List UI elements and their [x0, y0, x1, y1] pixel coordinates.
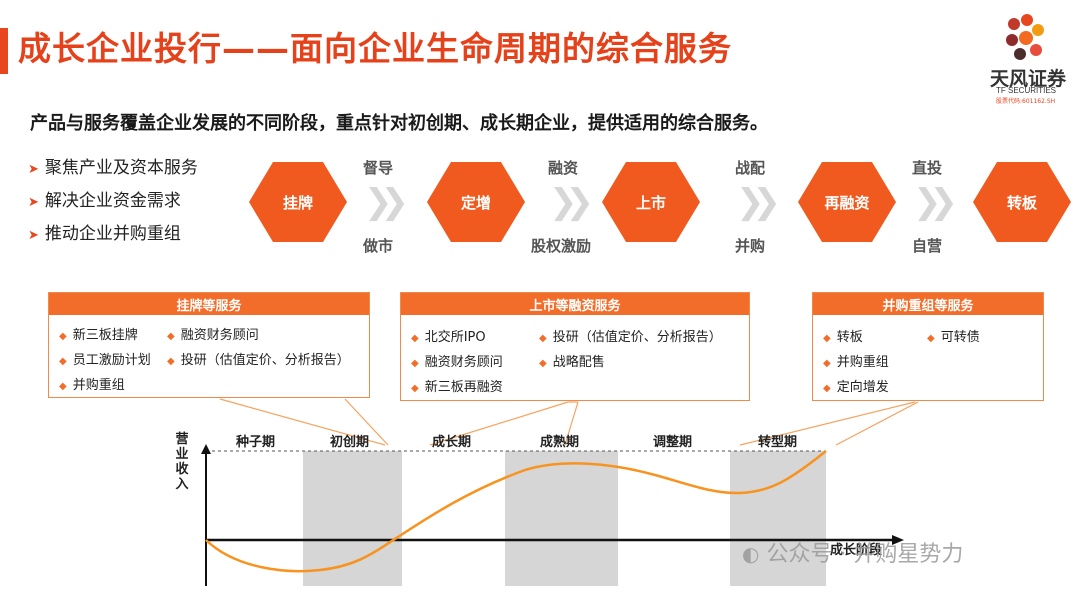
- service-box-ipo: 上市等融资服务 ◆ 北交所IPO ◆ 投研（估值定价、分析报告） ◆ 融资财务顾问 ◆…: [400, 292, 750, 401]
- service-item: ◆ 融资财务顾问: [167, 328, 259, 343]
- service-item: ◆ 并购重组: [59, 378, 125, 393]
- subtitle: 产品与服务覆盖企业发展的不同阶段，重点针对初创期、成长期企业，提供适用的综合服务…: [30, 113, 768, 134]
- diamond-bullet-icon: ◆: [927, 333, 935, 344]
- service-item: ◆ 转板: [823, 330, 863, 345]
- connector-line: [429, 401, 569, 446]
- transition-bottom-label: 做市: [363, 237, 394, 255]
- title-accent-bar: [0, 28, 8, 74]
- watermark-text: 公众号 · 并购星势力: [766, 542, 964, 567]
- service-item: ◆ 战略配售: [539, 355, 605, 370]
- x-axis-arrow-icon: [892, 535, 904, 545]
- service-item: ◆ 可转债: [927, 330, 980, 345]
- transition-top-label: 战配: [735, 159, 766, 177]
- service-item: ◆ 投研（估值定价、分析报告）: [167, 353, 350, 368]
- diamond-bullet-icon: ◆: [59, 381, 67, 392]
- service-item: ◆ 员工激励计划: [59, 353, 151, 368]
- step-hexagon: 定增: [426, 161, 526, 243]
- diamond-bullet-icon: ◆: [167, 356, 175, 367]
- transition-top-label: 融资: [548, 159, 579, 177]
- step-label: 上市: [635, 193, 666, 212]
- stage-label: 调整期: [653, 435, 693, 450]
- bullet-item: ➤ 推动企业并购重组: [28, 219, 181, 244]
- step-label: 再融资: [824, 193, 870, 212]
- stage-band-shade: [303, 451, 402, 586]
- logo-stock-code: 股票代码:601162.SH: [996, 98, 1056, 105]
- diamond-bullet-icon: ◆: [411, 383, 419, 394]
- stage-label: 初创期: [330, 435, 370, 450]
- arrow-bullet-icon: ➤: [28, 228, 39, 243]
- service-item: ◆ 北交所IPO: [411, 330, 486, 345]
- step-hexagon: 挂牌: [248, 161, 348, 243]
- service-item: ◆ 并购重组: [823, 355, 889, 370]
- stage-label: 成长期: [432, 435, 472, 450]
- diamond-bullet-icon: ◆: [539, 333, 547, 344]
- service-box-title: 挂牌等服务: [49, 293, 369, 315]
- service-item: ◆ 融资财务顾问: [411, 355, 503, 370]
- y-axis-arrow-icon: [201, 444, 211, 454]
- stage-band-shade: [505, 451, 618, 586]
- diamond-bullet-icon: ◆: [823, 333, 831, 344]
- page-title: 成长企业投行——面向企业生命周期的综合服务: [18, 29, 732, 68]
- service-box-mna: 并购重组等服务 ◆ 转板 ◆ 可转债 ◆ 并购重组 ◆ 定向增发: [812, 292, 1044, 401]
- service-box-title: 上市等融资服务: [401, 293, 749, 315]
- logo-english-name: TF SECURITIES: [996, 86, 1057, 95]
- bullet-text: 聚焦产业及资本服务: [44, 158, 198, 178]
- service-item: ◆ 新三板再融资: [411, 380, 503, 395]
- logo-name: 天风证券: [990, 68, 1067, 90]
- transition-bottom-label: 股权激励: [531, 237, 592, 255]
- diamond-bullet-icon: ◆: [539, 358, 547, 369]
- x-axis-label: 成长阶段: [830, 543, 883, 558]
- transition-top-label: 督导: [363, 159, 394, 177]
- service-item: ◆ 定向增发: [823, 380, 889, 395]
- stage-label: 成熟期: [540, 435, 580, 450]
- transition-bottom-label: 自营: [912, 237, 943, 255]
- step-label: 转板: [1006, 193, 1037, 212]
- step-label: 定增: [460, 193, 491, 212]
- step-hexagon: 再融资: [797, 161, 897, 243]
- bullet-text: 解决企业资金需求: [44, 191, 181, 211]
- logo: [1000, 12, 1048, 62]
- service-item: ◆ 新三板挂牌: [59, 328, 138, 343]
- stage-band-shade: [730, 451, 826, 586]
- step-hexagon: 转板: [972, 161, 1072, 243]
- diamond-bullet-icon: ◆: [411, 358, 419, 369]
- stage-label: 转型期: [758, 435, 798, 450]
- diamond-bullet-icon: ◆: [823, 383, 831, 394]
- y-axis-label: 营业收入: [175, 432, 189, 492]
- service-box-title: 并购重组等服务: [813, 293, 1043, 315]
- connector-line: [344, 398, 389, 446]
- arrow-bullet-icon: ➤: [28, 162, 39, 177]
- step-label: 挂牌: [282, 193, 313, 212]
- connector-line: [835, 401, 919, 446]
- transition-bottom-label: 并购: [735, 237, 766, 255]
- watermark: ◐ 公众号 · 并购星势力: [742, 536, 963, 568]
- diamond-bullet-icon: ◆: [823, 358, 831, 369]
- arrow-bullet-icon: ➤: [28, 195, 39, 210]
- service-item: ◆ 投研（估值定价、分析报告）: [539, 330, 722, 345]
- diamond-bullet-icon: ◆: [411, 333, 419, 344]
- stage-label: 种子期: [236, 435, 276, 450]
- bullet-text: 推动企业并购重组: [44, 224, 181, 244]
- connector-line: [564, 401, 579, 446]
- connector-line: [739, 401, 916, 446]
- revenue-curve: [205, 450, 827, 573]
- service-box-listing: 挂牌等服务 ◆ 新三板挂牌 ◆ 融资财务顾问 ◆ 员工激励计划 ◆ 投研（估值定价、分析…: [48, 292, 370, 398]
- diamond-bullet-icon: ◆: [59, 331, 67, 342]
- diamond-bullet-icon: ◆: [59, 356, 67, 367]
- transition-top-label: 直投: [912, 159, 943, 177]
- diamond-bullet-icon: ◆: [167, 331, 175, 342]
- wechat-icon: ◐: [742, 542, 760, 566]
- logo-flower-icon: [1006, 14, 1044, 60]
- bullet-item: ➤ 聚焦产业及资本服务: [28, 153, 198, 178]
- bullet-item: ➤ 解决企业资金需求: [28, 186, 181, 211]
- connector-line: [219, 398, 386, 446]
- step-hexagon: 上市: [601, 161, 701, 243]
